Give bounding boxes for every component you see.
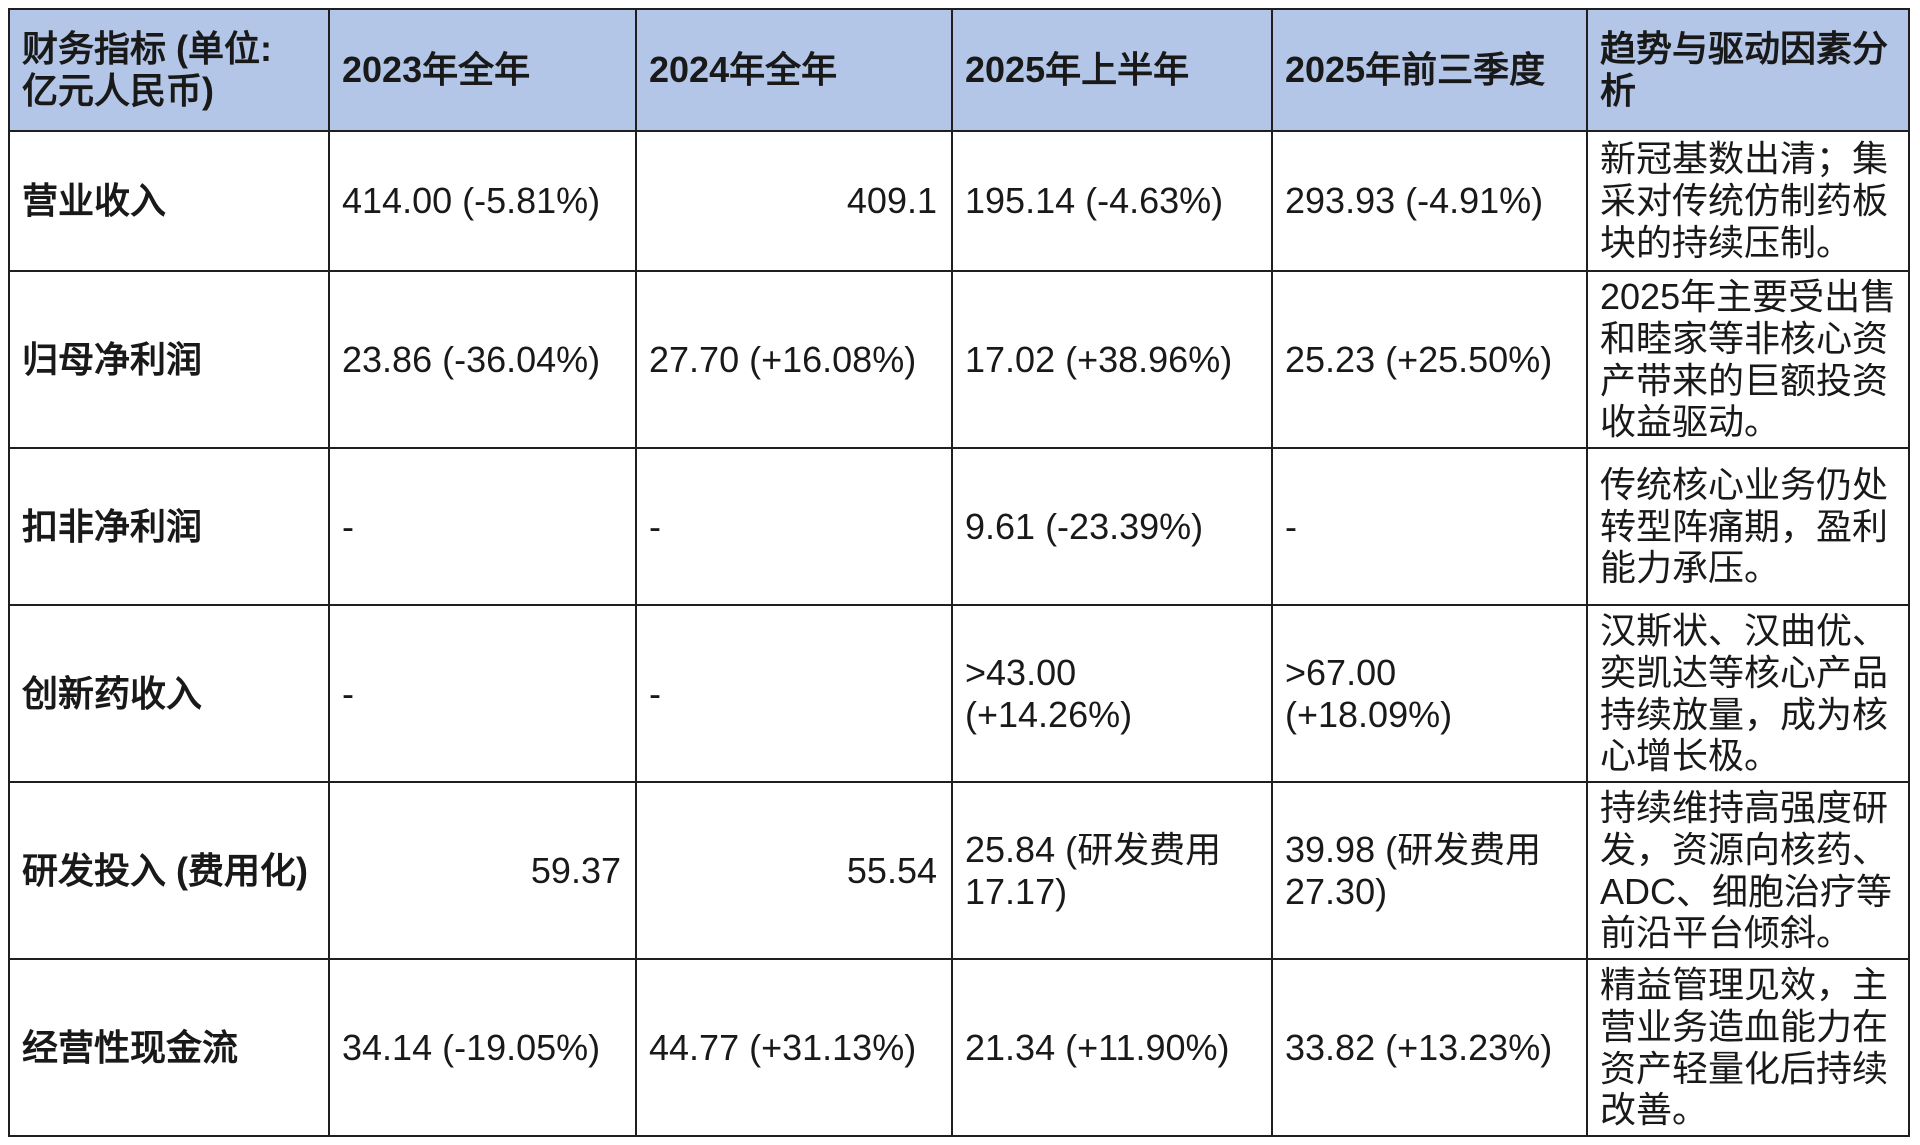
value-cell: 44.77 (+31.13%) (635, 958, 953, 1137)
table-row-net-profit-attributable: 归母净利润 23.86 (-36.04%) 27.70 (+16.08%) 17… (8, 270, 1910, 449)
value-cell: 409.1 (635, 130, 953, 272)
table-row-rd-investment: 研发投入 (费用化) 59.37 55.54 25.84 (研发费用 17.17… (8, 781, 1910, 960)
value-cell: 55.54 (635, 781, 953, 960)
value-cell: 21.34 (+11.90%) (951, 958, 1273, 1137)
trend-cell: 持续维持高强度研发，资源向核药、ADC、细胞治疗等前沿平台倾斜。 (1586, 781, 1910, 960)
header-2025-first-three-quarters: 2025年前三季度 (1271, 8, 1588, 132)
header-2023-full-year: 2023年全年 (328, 8, 637, 132)
value-cell: 39.98 (研发费用 27.30) (1271, 781, 1588, 960)
value-cell: 17.02 (+38.96%) (951, 270, 1273, 449)
header-trend-analysis: 趋势与驱动因素分析 (1586, 8, 1910, 132)
trend-cell: 汉斯状、汉曲优、奕凯达等核心产品持续放量，成为核心增长极。 (1586, 604, 1910, 783)
value-cell: 293.93 (-4.91%) (1271, 130, 1588, 272)
table-row-operating-revenue: 营业收入 414.00 (-5.81%) 409.1 195.14 (-4.63… (8, 130, 1910, 272)
table-row-operating-cash-flow: 经营性现金流 34.14 (-19.05%) 44.77 (+31.13%) 2… (8, 958, 1910, 1137)
value-cell: 34.14 (-19.05%) (328, 958, 637, 1137)
value-cell: 23.86 (-36.04%) (328, 270, 637, 449)
value-cell: 414.00 (-5.81%) (328, 130, 637, 272)
row-label-cell: 归母净利润 (8, 270, 330, 449)
row-label-cell: 扣非净利润 (8, 447, 330, 606)
value-cell: - (328, 447, 637, 606)
financial-metrics-table: 财务指标 (单位: 亿元人民币) 2023年全年 2024年全年 2025年上半… (8, 8, 1910, 1137)
trend-cell: 精益管理见效，主营业务造血能力在资产轻量化后持续改善。 (1586, 958, 1910, 1137)
table-row-non-gaap-net-profit: 扣非净利润 - - 9.61 (-23.39%) - 传统核心业务仍处转型阵痛期… (8, 447, 1910, 606)
value-cell: 25.84 (研发费用 17.17) (951, 781, 1273, 960)
value-cell: 27.70 (+16.08%) (635, 270, 953, 449)
trend-cell: 2025年主要受出售和睦家等非核心资产带来的巨额投资收益驱动。 (1586, 270, 1910, 449)
value-cell: - (635, 604, 953, 783)
row-label-cell: 经营性现金流 (8, 958, 330, 1137)
row-label-cell: 研发投入 (费用化) (8, 781, 330, 960)
trend-cell: 传统核心业务仍处转型阵痛期，盈利能力承压。 (1586, 447, 1910, 606)
header-financial-indicator: 财务指标 (单位: 亿元人民币) (8, 8, 330, 132)
value-cell: 9.61 (-23.39%) (951, 447, 1273, 606)
value-cell: 25.23 (+25.50%) (1271, 270, 1588, 449)
trend-cell: 新冠基数出清；集采对传统仿制药板块的持续压制。 (1586, 130, 1910, 272)
value-cell: >67.00 (+18.09%) (1271, 604, 1588, 783)
table-row-innovative-drug-revenue: 创新药收入 - - >43.00 (+14.26%) >67.00 (+18.0… (8, 604, 1910, 783)
value-cell: - (1271, 447, 1588, 606)
row-label-cell: 创新药收入 (8, 604, 330, 783)
header-2024-full-year: 2024年全年 (635, 8, 953, 132)
value-cell: >43.00 (+14.26%) (951, 604, 1273, 783)
value-cell: 195.14 (-4.63%) (951, 130, 1273, 272)
table-header-row: 财务指标 (单位: 亿元人民币) 2023年全年 2024年全年 2025年上半… (8, 8, 1910, 132)
value-cell: 59.37 (328, 781, 637, 960)
value-cell: - (635, 447, 953, 606)
header-2025-h1: 2025年上半年 (951, 8, 1273, 132)
value-cell: - (328, 604, 637, 783)
value-cell: 33.82 (+13.23%) (1271, 958, 1588, 1137)
row-label-cell: 营业收入 (8, 130, 330, 272)
